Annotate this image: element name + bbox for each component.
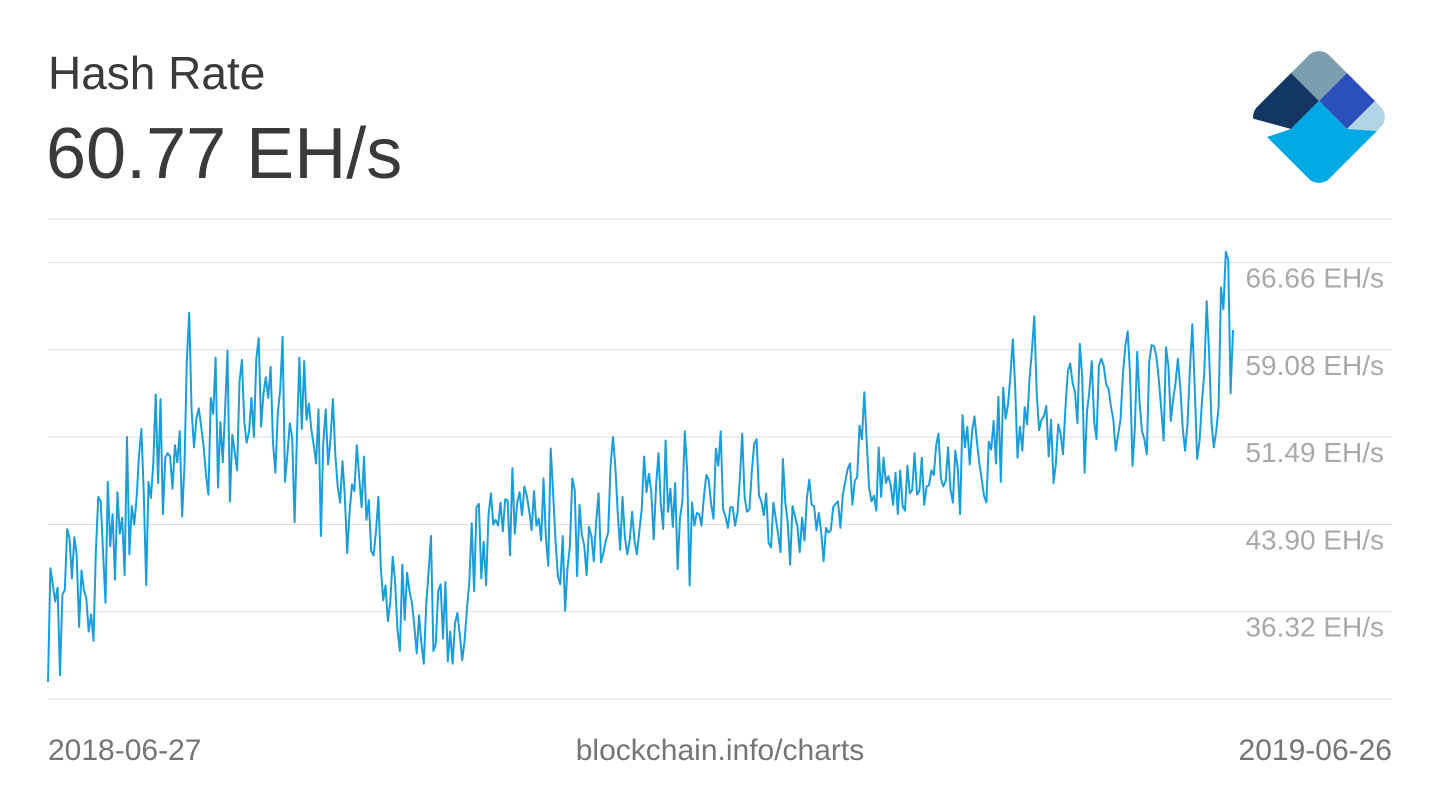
logo-tile-dark [1247, 73, 1319, 129]
x-axis-start-date: 2018-06-27 [48, 734, 202, 767]
logo-tile-light [1347, 101, 1391, 131]
logo-tile-cyan [1267, 101, 1377, 189]
hash-rate-series-line [47, 250, 1234, 683]
chart-grid [48, 218, 1392, 700]
y-tick-label: 43.90 EH/s [1245, 524, 1384, 555]
y-tick-label: 66.66 EH/s [1245, 263, 1384, 294]
y-axis-ticks: 66.66 EH/s 59.08 EH/s 51.49 EH/s 43.90 EH/s… [1245, 263, 1384, 643]
chart-title: Hash Rate [48, 47, 266, 99]
y-tick-label: 36.32 EH/s [1245, 612, 1384, 643]
y-tick-label: 51.49 EH/s [1245, 437, 1384, 468]
source-link[interactable]: blockchain.info/charts [575, 734, 865, 767]
y-tick-label: 59.08 EH/s [1245, 350, 1384, 381]
current-hash-rate-value: 60.77 EH/s [46, 114, 403, 194]
blockchain-logo-icon [1247, 45, 1391, 194]
x-axis-end-date: 2019-06-26 [1238, 734, 1392, 767]
